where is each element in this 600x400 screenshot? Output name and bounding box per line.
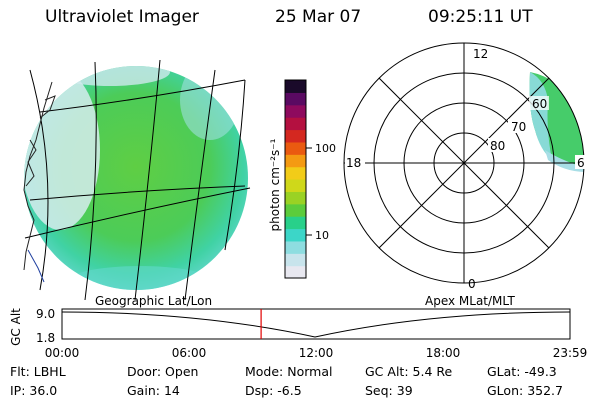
status-glat: GLat: -49.3 xyxy=(487,364,557,379)
mlat-label-70: 70 xyxy=(511,120,526,134)
status-flt: Flt: LBHL xyxy=(10,364,66,379)
colorbar-swatch xyxy=(285,179,306,192)
mlat-label-80: 80 xyxy=(490,139,505,153)
colorbar-swatch xyxy=(285,129,306,143)
colorbar-swatch xyxy=(285,166,306,180)
polar-grid xyxy=(343,42,585,284)
colorbar-swatch xyxy=(285,117,306,131)
timeline-y-tick-top: 9.0 xyxy=(36,307,55,321)
timeline-frame xyxy=(61,308,571,340)
status-gain: Gain: 14 xyxy=(127,383,180,398)
mlt-label-18: 18 xyxy=(346,156,361,170)
status-glon: GLon: 352.7 xyxy=(487,383,563,398)
x-tick-1200: 12:00 xyxy=(299,346,334,360)
status-dsp: Dsp: -6.5 xyxy=(245,383,302,398)
timeline-y-tick-bottom: 1.8 xyxy=(36,331,55,345)
status-ip: IP: 36.0 xyxy=(10,383,58,398)
x-tick-2359: 23:59 xyxy=(553,346,588,360)
colorbar-swatch xyxy=(285,104,306,118)
x-tick-0600: 06:00 xyxy=(172,346,207,360)
colorbar-swatch xyxy=(285,203,306,217)
timeline-right-caption: Apex MLat/MLT xyxy=(425,294,515,308)
colorbar-swatch xyxy=(285,154,306,168)
colorbar-swatch xyxy=(285,228,306,242)
colorbar-label-10: 10 xyxy=(315,229,329,242)
colorbar-swatch xyxy=(285,265,306,279)
timeline-y-label: GC Alt xyxy=(9,308,23,346)
mlt-label-6: 6 xyxy=(577,156,585,170)
app-title: Ultraviolet Imager xyxy=(45,7,199,27)
colorbar-swatch xyxy=(285,240,306,254)
colorbar-gradient xyxy=(285,80,306,279)
mlt-label-12: 12 xyxy=(473,47,488,61)
altitude-curve xyxy=(61,311,571,338)
x-tick-0000: 00:00 xyxy=(45,346,80,360)
colorbar-swatch xyxy=(285,191,306,205)
coastline-blue xyxy=(27,249,45,283)
observation-date: 25 Mar 07 xyxy=(275,7,362,27)
status-door: Door: Open xyxy=(127,364,199,379)
lat-lon-grid xyxy=(24,59,251,301)
mlat-label-60: 60 xyxy=(532,97,547,111)
colorbar-label-100: 100 xyxy=(315,142,336,155)
mlt-label-0: 0 xyxy=(468,277,476,291)
status-gc-alt: GC Alt: 5.4 Re xyxy=(365,364,453,379)
colorbar-swatch xyxy=(285,141,306,155)
timeline-x-ticks: 00:00 06:00 12:00 18:00 23:59 xyxy=(45,346,588,360)
x-tick-1800: 18:00 xyxy=(426,346,461,360)
timeline-left-caption: Geographic Lat/Lon xyxy=(95,294,212,308)
status-seq: Seq: 39 xyxy=(365,383,413,398)
colorbar-swatch xyxy=(285,216,306,230)
colorbar-swatch xyxy=(285,80,306,93)
colorbar-swatch xyxy=(285,253,306,267)
status-mode: Mode: Normal xyxy=(245,364,333,379)
colorbar-unit-label: photon cm⁻²s⁻¹ xyxy=(268,138,282,231)
coastline xyxy=(23,81,56,271)
colorbar-frame xyxy=(284,79,307,279)
colorbar-swatch xyxy=(285,92,306,106)
observation-time: 09:25:11 UT xyxy=(428,7,533,27)
